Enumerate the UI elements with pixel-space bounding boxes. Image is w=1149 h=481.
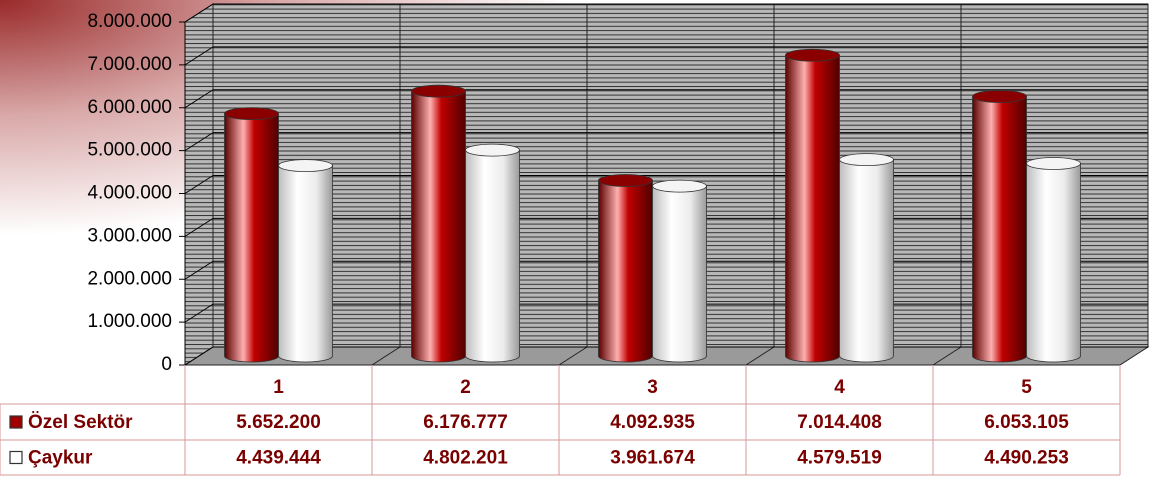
bar-top <box>1026 157 1081 170</box>
x-tick-label: 4 <box>834 377 845 398</box>
bar-top <box>972 90 1027 103</box>
grid-line <box>184 303 214 323</box>
x-tick-label: 2 <box>460 377 471 398</box>
grid-line <box>184 260 214 280</box>
legend-marker <box>9 415 23 429</box>
grid-line <box>184 217 214 237</box>
bar-top <box>224 107 279 121</box>
data-label: 4.439.444 <box>236 448 321 469</box>
y-tick-label: 8.000.000 <box>87 11 172 32</box>
legend-label: Çaykur <box>28 448 93 469</box>
bar-top <box>785 48 840 62</box>
bar <box>224 113 279 363</box>
legend-label: Özel Sektör <box>28 412 133 433</box>
data-label: 4.802.201 <box>423 448 508 469</box>
floor-divider <box>371 346 401 366</box>
grid-line <box>184 46 214 66</box>
legend-marker <box>9 450 23 465</box>
grid-line <box>184 89 214 109</box>
y-tick-label: 1.000.000 <box>87 311 172 332</box>
grid-line <box>184 175 214 194</box>
bar <box>411 90 466 363</box>
data-label: 4.579.519 <box>797 448 882 469</box>
bar <box>598 180 653 363</box>
data-label: 5.652.200 <box>236 412 321 433</box>
bar <box>465 149 520 363</box>
bar <box>278 165 333 363</box>
data-label: 3.961.674 <box>610 448 695 469</box>
bar-top <box>652 179 707 193</box>
x-tick-label: 1 <box>273 377 284 398</box>
bar <box>972 96 1027 363</box>
y-tick-label: 2.000.000 <box>87 268 172 289</box>
data-label: 4.092.935 <box>610 412 695 433</box>
data-label: 7.014.408 <box>797 412 882 433</box>
x-tick-label: 5 <box>1021 377 1032 398</box>
y-tick-label: 5.000.000 <box>87 140 172 161</box>
floor-divider <box>558 346 588 366</box>
data-label: 6.053.105 <box>984 412 1069 433</box>
x-tick-label: 3 <box>647 377 658 398</box>
bar-top <box>465 143 520 157</box>
y-tick-label: 6.000.000 <box>87 97 172 118</box>
floor-divider <box>745 346 775 366</box>
bar <box>1026 163 1081 363</box>
grid-line <box>184 346 214 366</box>
bar-top <box>598 174 653 187</box>
y-tick-label: 0 <box>161 354 172 375</box>
data-label: 4.490.253 <box>984 448 1069 469</box>
floor-divider <box>932 346 962 366</box>
bar <box>652 185 707 363</box>
grid-line <box>184 132 214 152</box>
bar-top <box>839 153 894 167</box>
bar-top <box>411 84 466 98</box>
bar <box>785 54 840 363</box>
y-tick-label: 7.000.000 <box>87 54 172 75</box>
bar <box>839 159 894 363</box>
data-label: 6.176.777 <box>423 412 508 433</box>
y-tick-label: 3.000.000 <box>87 225 172 246</box>
grid-line <box>184 3 214 23</box>
y-tick-label: 4.000.000 <box>87 183 172 204</box>
bar-top <box>278 159 333 173</box>
